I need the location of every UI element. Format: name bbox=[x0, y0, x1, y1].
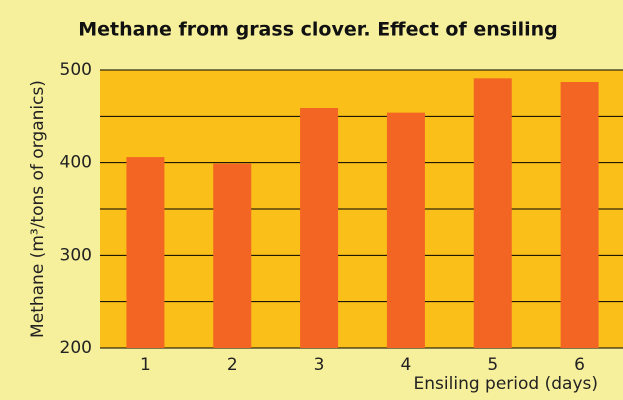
y-axis-label: Methane (m³/tons of organics) bbox=[28, 80, 48, 338]
x-tick-label: 6 bbox=[574, 355, 585, 375]
x-tick-label: 2 bbox=[227, 355, 238, 375]
bar bbox=[560, 82, 599, 349]
x-tick-label: 4 bbox=[401, 355, 412, 375]
bar bbox=[386, 112, 425, 348]
bar bbox=[126, 157, 165, 348]
x-axis-label: Ensiling period (days) bbox=[414, 374, 598, 394]
y-tick-label: 300 bbox=[60, 245, 92, 265]
y-tick-label: 400 bbox=[60, 153, 92, 173]
bar bbox=[473, 78, 512, 348]
y-tick-label: 200 bbox=[60, 338, 92, 358]
x-tick-label: 5 bbox=[487, 355, 498, 375]
x-tick-label: 1 bbox=[140, 355, 151, 375]
y-tick-label: 500 bbox=[60, 60, 92, 80]
x-tick-label: 3 bbox=[314, 355, 325, 375]
chart-title: Methane from grass clover. Effect of ens… bbox=[78, 19, 558, 41]
bar bbox=[213, 163, 252, 348]
bar bbox=[300, 107, 339, 348]
